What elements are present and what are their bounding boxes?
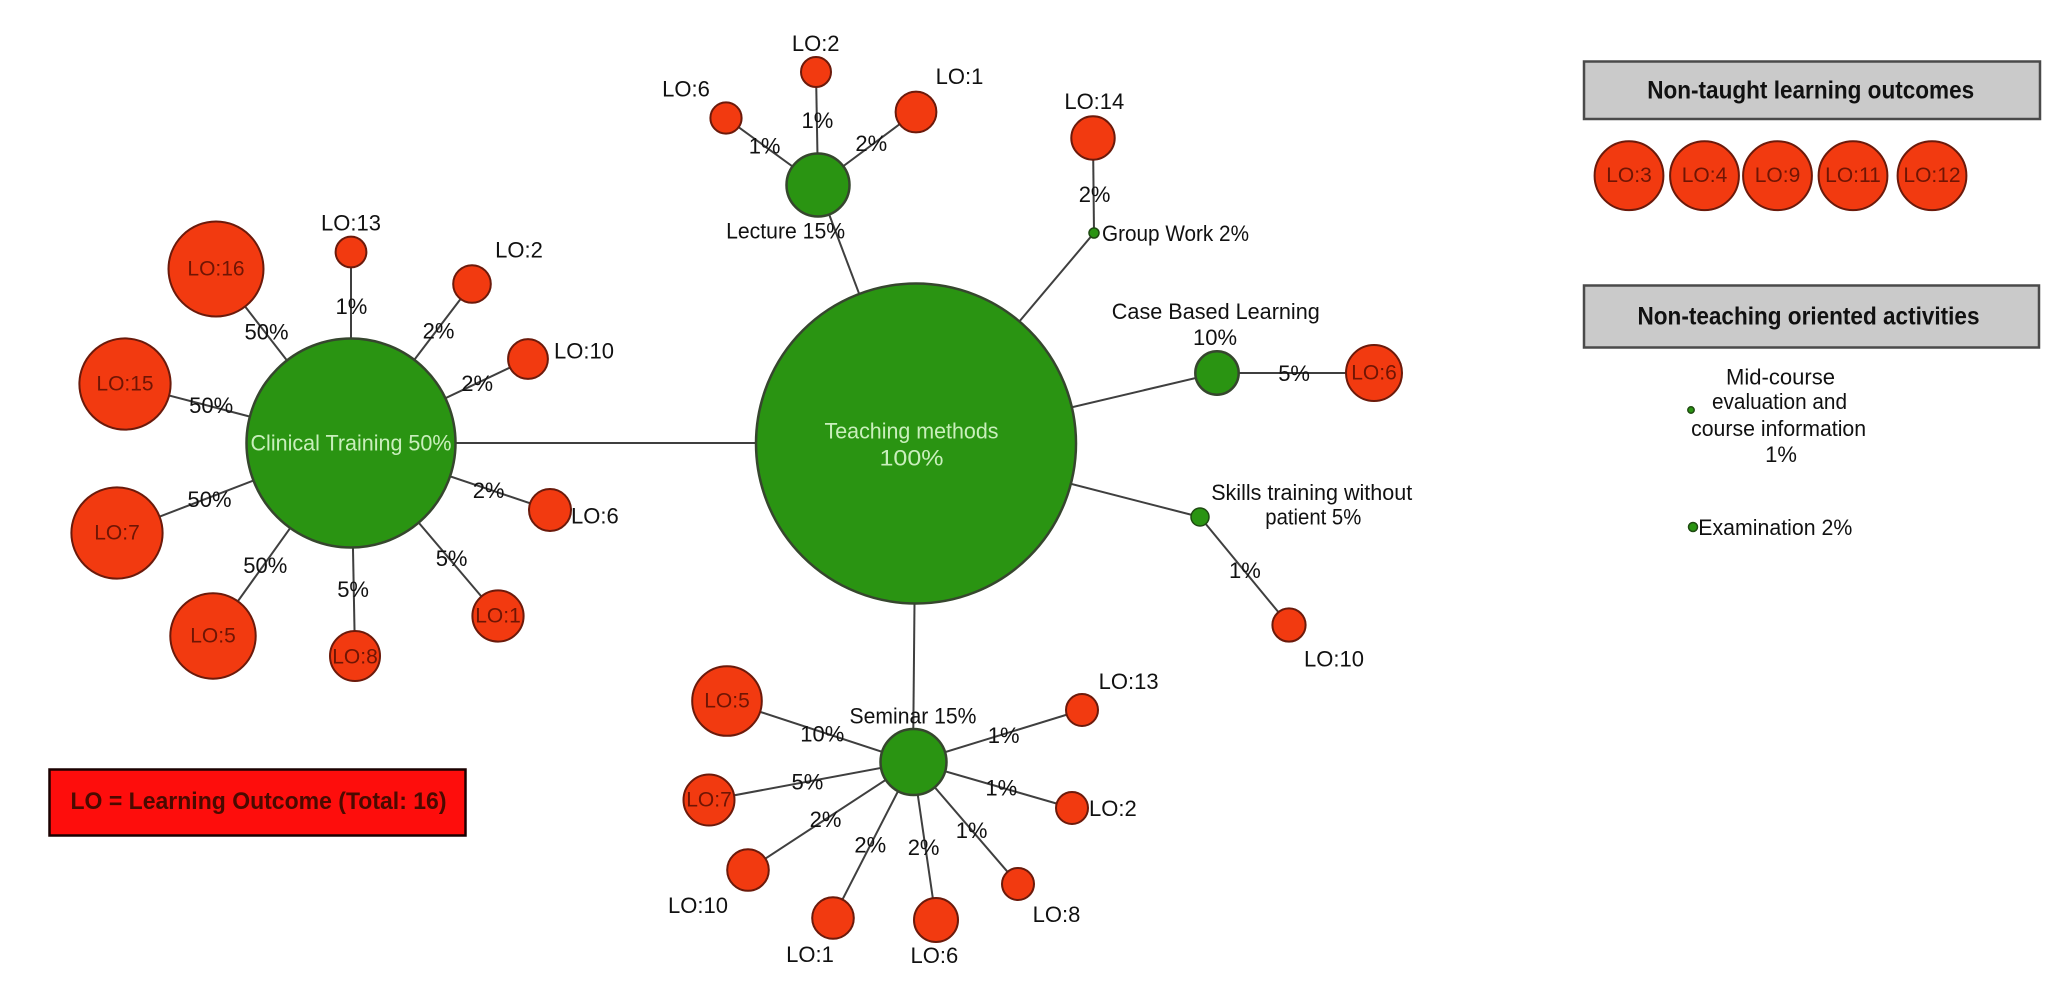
svg-text:2%: 2% [908,835,940,860]
svg-text:LO:15: LO:15 [96,373,153,396]
svg-text:LO:1: LO:1 [786,942,834,967]
svg-text:Seminar 15%: Seminar 15% [850,704,977,729]
svg-text:5%: 5% [436,546,468,571]
svg-text:1%: 1% [336,294,368,319]
svg-text:2%: 2% [461,371,493,396]
svg-text:Lecture 15%: Lecture 15% [726,219,845,244]
svg-text:evaluation and: evaluation and [1712,389,1847,414]
svg-text:LO:6: LO:6 [662,77,710,102]
svg-text:10%: 10% [1193,325,1237,350]
svg-text:5%: 5% [337,577,369,602]
svg-text:100%: 100% [880,446,944,471]
svg-text:LO:12: LO:12 [1903,164,1960,187]
svg-text:LO:8: LO:8 [332,646,378,669]
svg-text:patient 5%: patient 5% [1265,505,1361,530]
svg-text:1%: 1% [985,776,1017,801]
svg-text:2%: 2% [423,319,455,344]
svg-text:LO:4: LO:4 [1682,164,1728,187]
svg-text:Case Based Learning: Case Based Learning [1112,299,1320,324]
svg-text:LO:8: LO:8 [1033,902,1081,927]
svg-text:LO:3: LO:3 [1606,164,1652,187]
svg-text:Skills training without: Skills training without [1211,480,1412,505]
svg-text:Examination 2%: Examination 2% [1698,515,1852,540]
svg-text:LO:14: LO:14 [1064,89,1124,114]
svg-text:LO:10: LO:10 [668,893,728,918]
svg-text:LO:1: LO:1 [936,64,984,89]
svg-text:1%: 1% [1765,442,1797,467]
svg-text:50%: 50% [189,393,233,418]
svg-text:1%: 1% [749,133,781,158]
svg-text:10%: 10% [800,722,844,747]
svg-text:LO:6: LO:6 [1351,362,1397,385]
svg-text:1%: 1% [802,108,834,133]
svg-text:LO:7: LO:7 [686,789,732,812]
svg-text:LO:13: LO:13 [321,211,381,236]
svg-text:LO:2: LO:2 [495,238,543,263]
svg-text:5%: 5% [1278,361,1310,386]
svg-text:1%: 1% [988,723,1020,748]
svg-text:2%: 2% [810,807,842,832]
svg-text:LO:5: LO:5 [190,625,236,648]
svg-text:course information: course information [1691,416,1866,441]
svg-text:1%: 1% [956,818,988,843]
svg-text:LO = Learning Outcome (Total:: LO = Learning Outcome (Total: 16) [71,788,447,815]
svg-text:50%: 50% [244,320,288,345]
svg-text:LO:10: LO:10 [554,339,614,364]
svg-text:LO:5: LO:5 [704,690,750,713]
svg-text:LO:7: LO:7 [94,522,140,545]
svg-text:Clinical Training 50%: Clinical Training 50% [251,431,452,456]
svg-text:2%: 2% [854,833,886,858]
svg-text:2%: 2% [855,131,887,156]
svg-text:LO:2: LO:2 [792,31,840,56]
svg-text:2%: 2% [473,478,505,503]
svg-text:5%: 5% [792,770,824,795]
svg-text:LO:6: LO:6 [571,504,619,529]
svg-text:LO:16: LO:16 [187,258,244,281]
svg-text:50%: 50% [187,487,231,512]
svg-text:Non-taught learning outcomes: Non-taught learning outcomes [1647,76,1974,104]
svg-text:LO:10: LO:10 [1304,647,1364,672]
svg-text:2%: 2% [1079,182,1111,207]
svg-text:LO:2: LO:2 [1089,796,1137,821]
svg-text:LO:11: LO:11 [1825,164,1881,187]
svg-text:LO:13: LO:13 [1099,669,1159,694]
svg-text:50%: 50% [243,553,287,578]
svg-text:LO:9: LO:9 [1755,164,1801,187]
svg-text:LO:1: LO:1 [475,605,521,628]
svg-text:1%: 1% [1229,558,1261,583]
svg-text:Group Work 2%: Group Work 2% [1102,221,1249,246]
svg-text:LO:6: LO:6 [911,943,959,968]
svg-text:Non-teaching oriented activiti: Non-teaching oriented activities [1638,303,1980,331]
svg-text:Teaching methods: Teaching methods [825,419,999,444]
svg-text:Mid-course: Mid-course [1726,365,1835,390]
